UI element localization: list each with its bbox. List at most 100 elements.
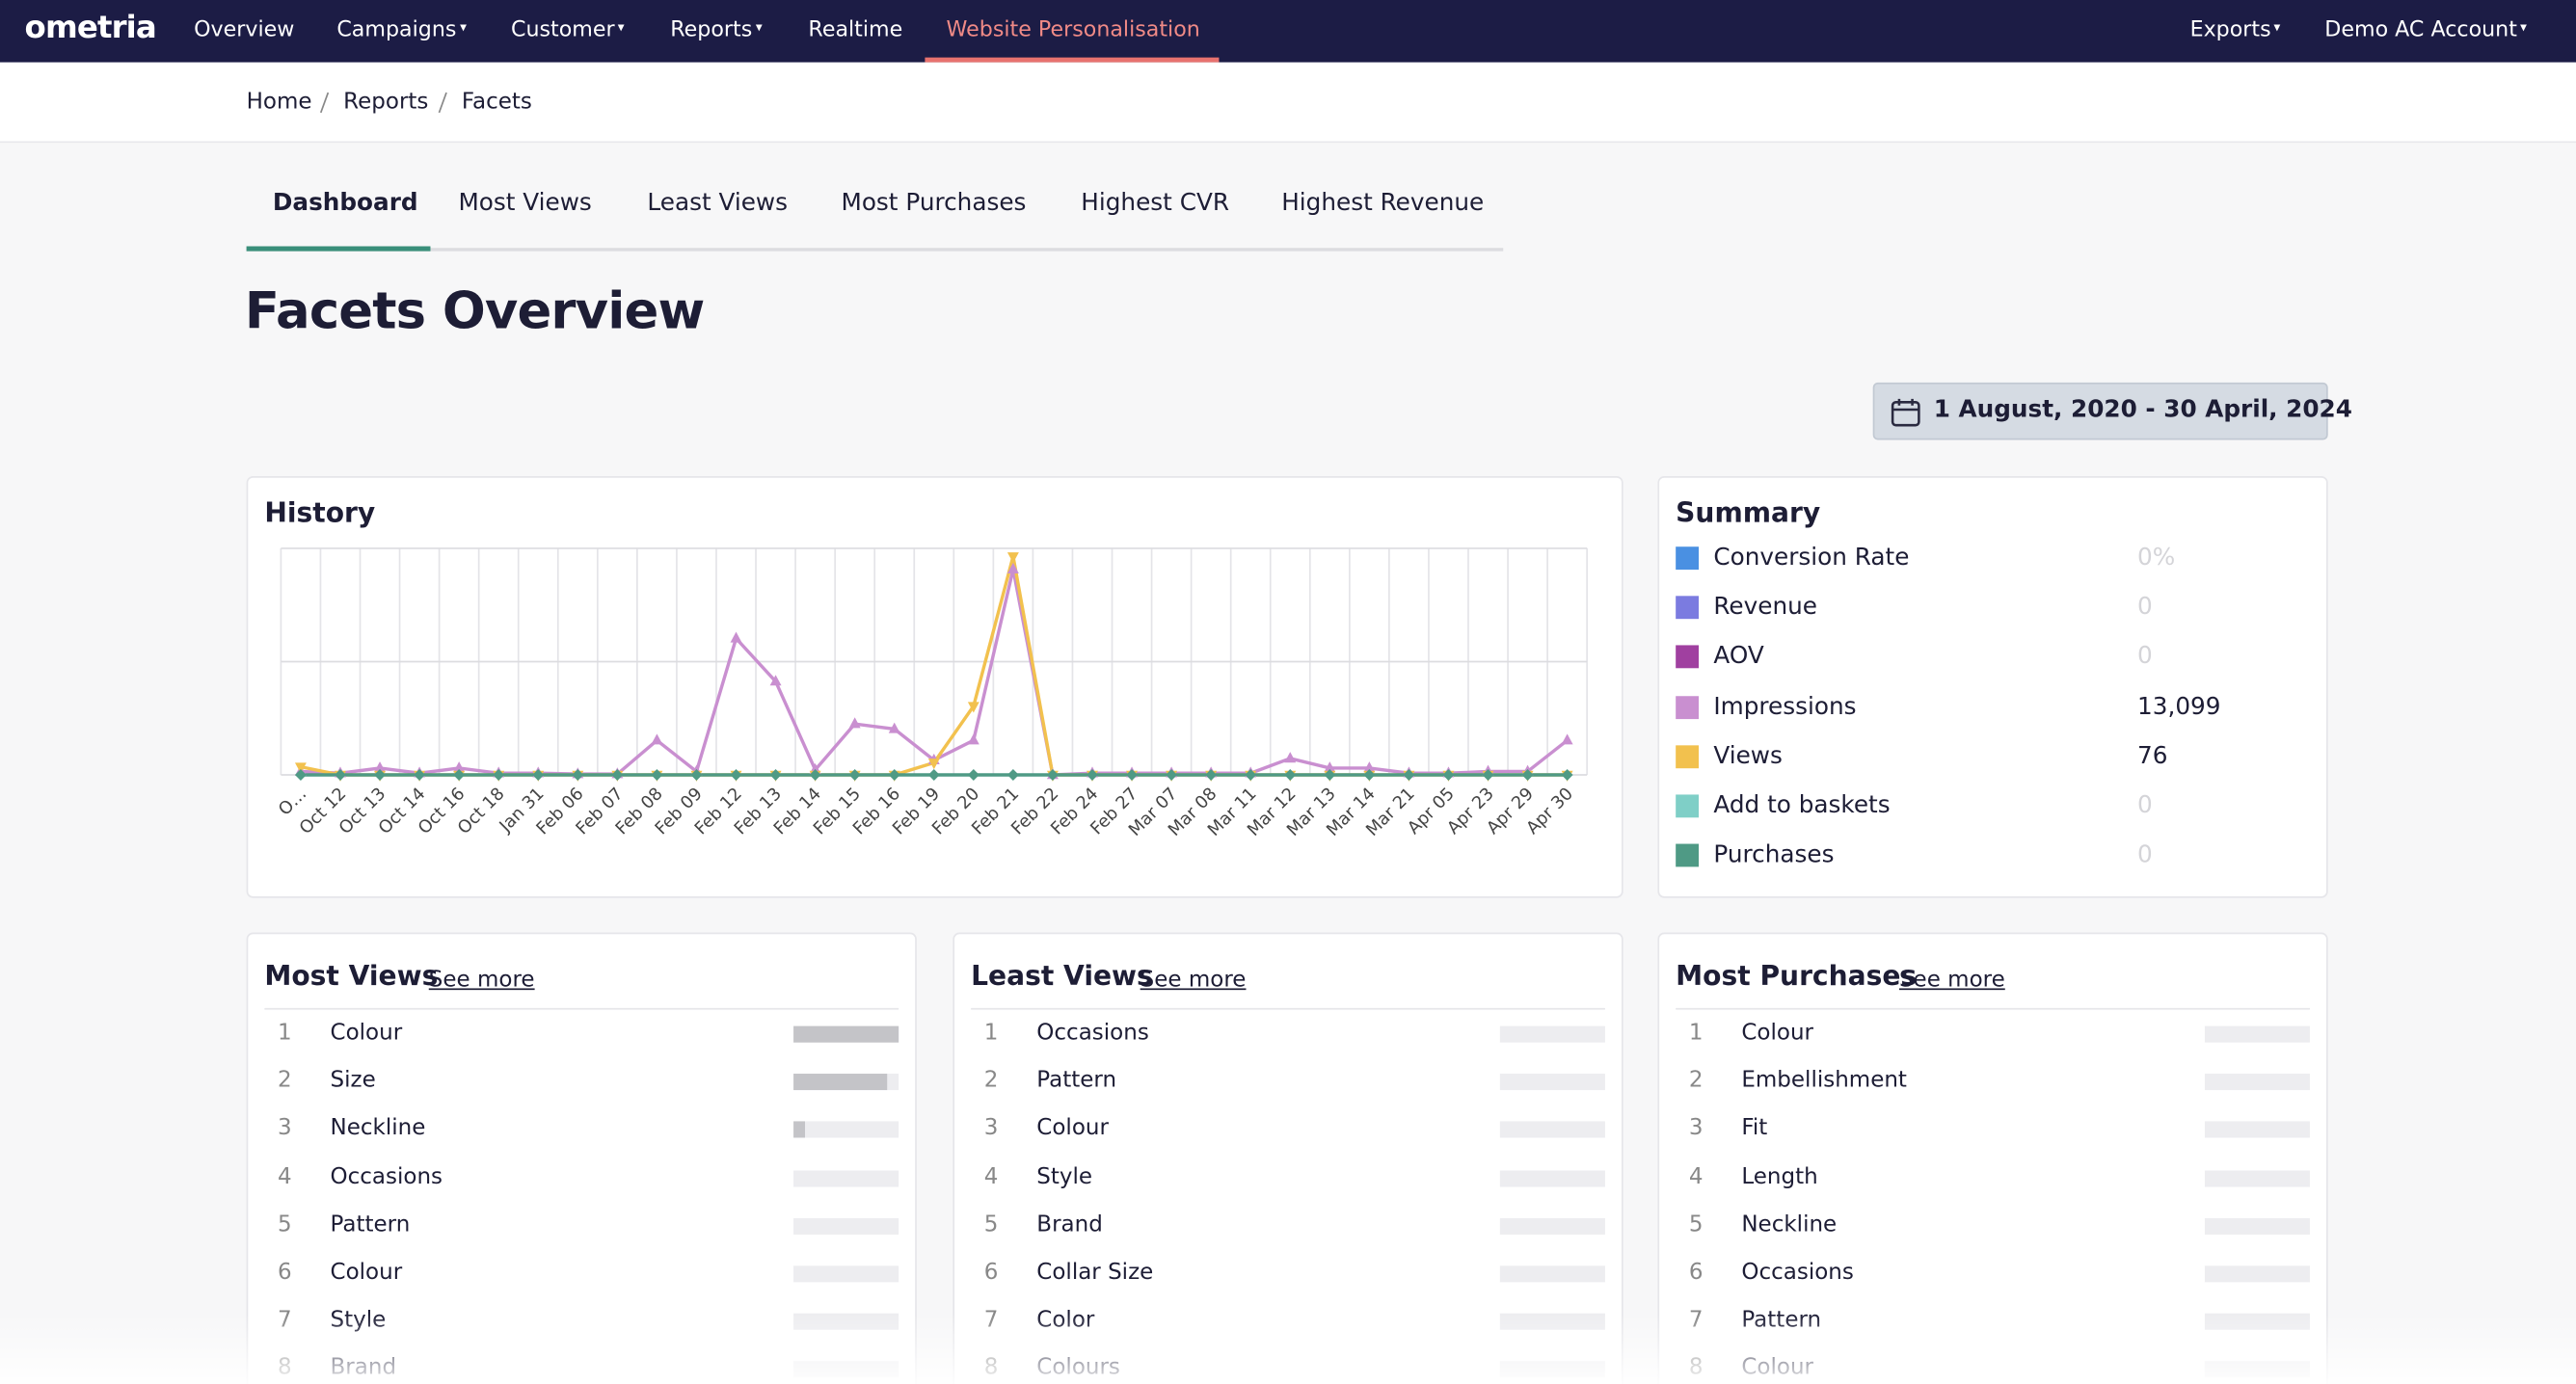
item-name: Colour <box>330 1259 403 1286</box>
item-name: Colour <box>1741 1019 1814 1047</box>
bar-track <box>2204 1265 2310 1283</box>
bottom-fade <box>0 1313 2576 1384</box>
bar-track <box>1499 1025 1605 1043</box>
tab[interactable]: Highest CVR <box>1081 190 1230 217</box>
logo[interactable]: ometria <box>24 10 157 46</box>
rank: 2 <box>1688 1067 1704 1094</box>
top-nav: ometria Overview Campaigns Customer Repo… <box>0 0 2576 63</box>
breadcrumb-link[interactable]: Reports <box>343 88 429 116</box>
breadcrumb-separator <box>319 92 330 114</box>
metric-name: Purchases <box>1713 842 1835 869</box>
item-name: Occasions <box>330 1163 443 1190</box>
rank: 6 <box>277 1259 292 1286</box>
rank: 5 <box>277 1211 292 1238</box>
tab[interactable]: Most Views <box>458 190 592 217</box>
bar-track <box>793 1122 899 1139</box>
item-name: Colour <box>1036 1115 1109 1142</box>
item-name: Occasions <box>1036 1019 1149 1047</box>
rank: 2 <box>983 1067 999 1094</box>
date-range-button[interactable]: 1 August, 2020 - 30 April, 2024 <box>1872 382 2352 440</box>
list-card: Least Views See more 1 Occasions 2 Pattern 3 Co… <box>953 932 1623 1384</box>
header-rule <box>971 1007 1605 1010</box>
card-title: Most Views <box>264 960 439 992</box>
bar-track <box>793 1169 899 1186</box>
card-title: Summary <box>1676 497 1821 529</box>
card-title: Most Purchases <box>1676 960 1918 992</box>
bar-track <box>1499 1074 1605 1091</box>
item-name: Colour <box>330 1019 403 1047</box>
tab[interactable]: Highest Revenue <box>1281 190 1485 217</box>
metric-value: 0 <box>2137 644 2153 671</box>
date-range-label: 1 August, 2020 - 30 April, 2024 <box>1933 397 2352 424</box>
card-title: Least Views <box>971 960 1153 992</box>
rank: 3 <box>983 1115 999 1142</box>
rank: 1 <box>277 1019 292 1047</box>
bar <box>793 1025 899 1043</box>
breadcrumb-link[interactable]: Home <box>246 88 312 116</box>
item-name: Neckline <box>1741 1211 1838 1238</box>
metric-name: AOV <box>1713 644 1764 671</box>
legend-swatch <box>1676 596 1700 620</box>
item-name: Brand <box>1036 1211 1103 1238</box>
legend-swatch <box>1676 646 1700 669</box>
metric-value: 0 <box>2137 792 2153 819</box>
breadcrumb-bar: Home Reports Facets <box>0 62 2576 144</box>
legend-swatch <box>1676 546 1700 571</box>
nav-item-active[interactable]: Website Personalisation <box>946 17 1200 43</box>
rank: 5 <box>983 1211 999 1238</box>
header-rule <box>264 1007 899 1010</box>
rank: 6 <box>983 1259 999 1286</box>
item-name: Embellishment <box>1741 1067 1907 1094</box>
rank: 3 <box>277 1115 292 1142</box>
list-card: Most Views See more 1 Colour 2 Size 3 Neckline 4… <box>246 932 917 1384</box>
nav-item[interactable]: Exports <box>2190 18 2281 43</box>
bar-track <box>1499 1122 1605 1139</box>
bar <box>793 1074 888 1091</box>
rank: 1 <box>1688 1019 1704 1047</box>
history-card: History <box>246 475 1623 898</box>
rank: 3 <box>1688 1115 1704 1142</box>
rank: 4 <box>277 1163 292 1190</box>
nav-item[interactable]: Demo AC Account <box>2324 18 2527 43</box>
bar-track <box>1499 1217 1605 1235</box>
rank: 4 <box>1688 1163 1704 1190</box>
nav-item[interactable]: Reports <box>670 18 762 43</box>
nav-item[interactable]: Overview <box>194 17 295 43</box>
tab[interactable]: Most Purchases <box>841 190 1027 217</box>
see-more-link[interactable]: See more <box>1140 967 1247 994</box>
bar-track <box>2204 1074 2310 1091</box>
tab[interactable]: Least Views <box>647 190 789 217</box>
rank: 2 <box>277 1067 292 1094</box>
nav-item[interactable]: Realtime <box>808 17 903 43</box>
item-name: Style <box>1036 1163 1093 1190</box>
legend-swatch <box>1676 744 1700 768</box>
metric-name: Impressions <box>1713 693 1857 721</box>
metric-name: Revenue <box>1713 594 1818 622</box>
bar-track <box>1499 1169 1605 1186</box>
rank: 5 <box>1688 1211 1704 1238</box>
item-name: Length <box>1741 1163 1818 1190</box>
item-name: Fit <box>1741 1115 1768 1142</box>
item-name: Pattern <box>330 1211 411 1238</box>
calendar-icon <box>1891 398 1920 427</box>
nav-item[interactable]: Campaigns <box>336 18 466 43</box>
active-underline <box>925 57 1220 63</box>
tab-active[interactable]: Dashboard <box>272 190 418 217</box>
rank: 4 <box>983 1163 999 1190</box>
bar-track <box>2204 1169 2310 1186</box>
see-more-link[interactable]: See more <box>1898 967 2005 994</box>
bar-track <box>1499 1265 1605 1283</box>
rank: 1 <box>983 1019 999 1047</box>
card-title: History <box>264 497 376 529</box>
nav-item[interactable]: Customer <box>511 18 625 43</box>
bar-track <box>793 1265 899 1283</box>
metric-value: 0% <box>2137 545 2176 572</box>
item-name: Occasions <box>1741 1259 1854 1286</box>
see-more-link[interactable]: See more <box>428 967 535 994</box>
metric-name: Views <box>1713 743 1783 770</box>
page-title: Facets Overview <box>244 281 705 342</box>
metric-name: Conversion Rate <box>1713 545 1910 572</box>
legend-swatch <box>1676 695 1700 719</box>
